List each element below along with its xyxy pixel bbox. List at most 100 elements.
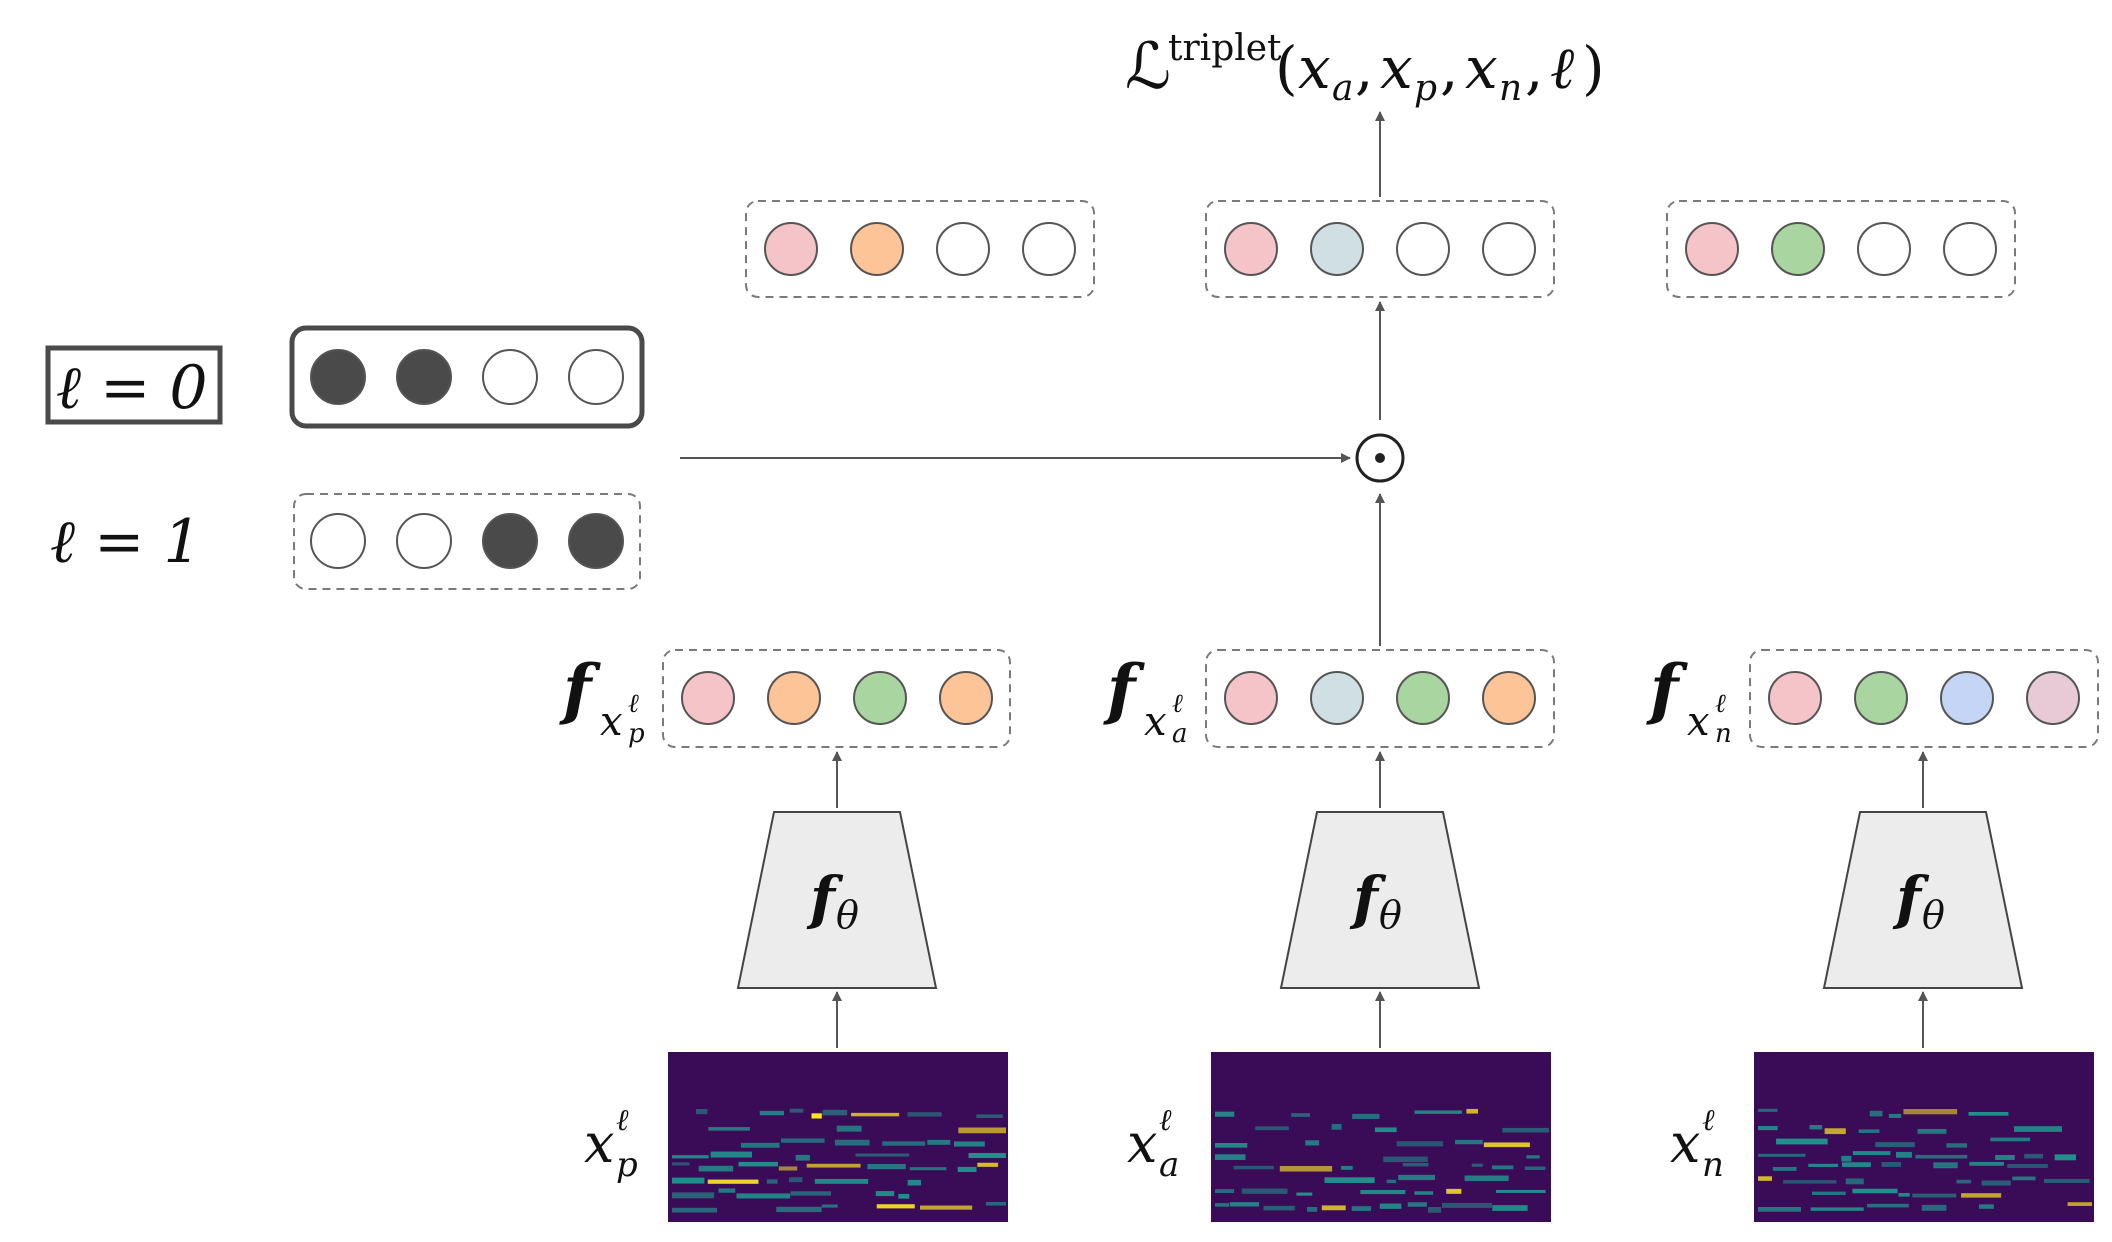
spectrogram-positive-band-19 bbox=[795, 1154, 810, 1161]
operator-dot bbox=[1375, 453, 1385, 463]
mask-vector-l1 bbox=[293, 493, 641, 590]
spectrogram-anchor-band-10 bbox=[1305, 1140, 1320, 1146]
spectrogram-positive-band-6 bbox=[907, 1112, 942, 1117]
arrows bbox=[680, 111, 1928, 1048]
spectrogram-positive bbox=[668, 1052, 1008, 1222]
spectrogram-negative-band-43 bbox=[1810, 1207, 1864, 1211]
spectrogram-negative-band-15 bbox=[1758, 1153, 1806, 1157]
spectrogram-anchor-band-20 bbox=[1402, 1163, 1429, 1167]
emb-anchor-dot-3 bbox=[1396, 671, 1450, 725]
emb-anchor-dot-2 bbox=[1310, 671, 1364, 725]
emb-pos-f: f bbox=[559, 650, 601, 728]
masked-positive-dot-4 bbox=[1022, 222, 1076, 276]
spectrogram-positive-band-13 bbox=[834, 1139, 870, 1146]
spectrogram-negative-band-2 bbox=[1888, 1113, 1902, 1118]
spectrogram-negative-band-47 bbox=[2067, 1202, 2092, 1206]
input-pos-x: x bbox=[584, 1112, 614, 1175]
condition-l1-text: ℓ = 1 bbox=[50, 507, 202, 577]
masked-anchor-dot-1 bbox=[1224, 222, 1278, 276]
loss-ell: ℓ bbox=[1550, 34, 1574, 102]
spectrogram-positive-band-1 bbox=[759, 1110, 785, 1116]
spectrogram-anchor-band-0 bbox=[1215, 1111, 1235, 1117]
emb-negative-dot-2 bbox=[1854, 671, 1908, 725]
spectrogram-anchor-band-1 bbox=[1291, 1113, 1310, 1117]
spectrogram-anchor-band-28 bbox=[1215, 1189, 1235, 1194]
spectrogram-positive-band-8 bbox=[708, 1127, 750, 1131]
spectrogram-positive-band-48 bbox=[985, 1202, 1006, 1206]
spectrogram-negative-band-5 bbox=[1758, 1126, 1778, 1131]
spectrogram-anchor-band-34 bbox=[1495, 1189, 1546, 1193]
encoder-anchor: f θ bbox=[1279, 811, 1481, 989]
mask-vector-l0 bbox=[289, 325, 645, 429]
spectrogram-negative-band-44 bbox=[1867, 1203, 1909, 1208]
spectrogram-positive-band-34 bbox=[788, 1177, 803, 1183]
spectrogram-negative-band-19 bbox=[1915, 1154, 1968, 1159]
spectrogram-anchor-band-26 bbox=[1398, 1174, 1436, 1181]
masked-embedding-negative bbox=[1666, 200, 2016, 298]
spectrogram-positive-band-46 bbox=[876, 1204, 915, 1209]
encoder-positive-theta: θ bbox=[836, 893, 859, 937]
spectrogram-negative-band-23 bbox=[1772, 1166, 1797, 1171]
mask-l1-dot-1 bbox=[310, 513, 366, 569]
spectrogram-negative bbox=[1754, 1052, 2094, 1222]
spectrogram-negative-band-45 bbox=[1921, 1204, 1947, 1211]
spectrogram-positive-band-31 bbox=[672, 1177, 705, 1184]
spectrogram-anchor-band-2 bbox=[1352, 1113, 1380, 1120]
spectrogram-negative-band-20 bbox=[1995, 1155, 2015, 1160]
spectrogram-positive-band-3 bbox=[811, 1113, 822, 1119]
encoder-anchor-shape bbox=[1279, 811, 1481, 989]
spectrogram-negative-band-37 bbox=[1812, 1191, 1846, 1196]
spectrogram-positive-band-18 bbox=[710, 1151, 753, 1158]
spectrogram-negative-band-22 bbox=[2054, 1154, 2076, 1161]
spectrogram-positive-band-24 bbox=[738, 1161, 778, 1167]
loss-open-paren: ( bbox=[1275, 34, 1298, 102]
masked-positive-dot-1 bbox=[764, 222, 818, 276]
spectrogram-positive-band-0 bbox=[695, 1109, 708, 1115]
emb-negative-dot-3 bbox=[1940, 671, 1994, 725]
emb-positive-dot-3 bbox=[853, 671, 907, 725]
spectrogram-anchor-band-8 bbox=[1502, 1127, 1549, 1133]
spectrogram-positive-band-23 bbox=[698, 1165, 734, 1172]
emb-anc-f: f bbox=[1103, 650, 1145, 728]
encoder-positive: f θ bbox=[736, 811, 938, 989]
spectrogram-positive-band-36 bbox=[907, 1179, 922, 1186]
spectrogram-anchor-band-39 bbox=[1321, 1205, 1346, 1211]
input-pos-ell: ℓ bbox=[616, 1103, 629, 1138]
spectrogram-positive-band-15 bbox=[927, 1139, 951, 1145]
spectrogram-positive-band-29 bbox=[957, 1166, 977, 1172]
input-pos-p: p bbox=[616, 1145, 638, 1185]
spectrogram-anchor-band-36 bbox=[1229, 1202, 1260, 1207]
spectrogram-negative-band-30 bbox=[1758, 1176, 1773, 1181]
spectrogram-negative-band-27 bbox=[1933, 1162, 1958, 1169]
spectrogram-negative-band-46 bbox=[1978, 1204, 1994, 1209]
masked-negative-dot-1 bbox=[1685, 222, 1739, 276]
spectrogram-anchor-band-15 bbox=[1383, 1156, 1428, 1163]
emb-negative-dot-4 bbox=[2026, 671, 2080, 725]
loss-x-p: x bbox=[1380, 34, 1413, 102]
spectrogram-anchor-band-13 bbox=[1483, 1142, 1530, 1148]
masked-anchor-dot-2 bbox=[1310, 222, 1364, 276]
spectrogram-negative-band-35 bbox=[2012, 1176, 2036, 1181]
spectrogram-positive-band-39 bbox=[736, 1193, 791, 1199]
loss-comma-3: , bbox=[1525, 34, 1543, 102]
spectrogram-anchor-band-37 bbox=[1263, 1205, 1295, 1211]
encoder-anchor-theta: θ bbox=[1379, 893, 1402, 937]
spectrogram-positive-band-27 bbox=[867, 1163, 906, 1170]
spectrogram-anchor-band-12 bbox=[1455, 1139, 1483, 1145]
embedding-negative-frame bbox=[1749, 649, 2099, 748]
loss-comma-2: , bbox=[1440, 34, 1458, 102]
embedding-label-positive: f x ℓ p bbox=[559, 650, 645, 749]
spectrogram-negative-band-42 bbox=[1758, 1207, 1802, 1212]
emb-pos-x: x bbox=[600, 699, 623, 745]
spectrogram-anchor-band-27 bbox=[1464, 1175, 1509, 1182]
spectrogram-negative-band-33 bbox=[1956, 1179, 1972, 1184]
spectrogram-negative-band-9 bbox=[1917, 1128, 1947, 1134]
spectrogram-negative-band-3 bbox=[1903, 1109, 1958, 1115]
spectrogram-positive-band-37 bbox=[672, 1192, 715, 1199]
spectrogram-anchor bbox=[1211, 1052, 1551, 1222]
loss-sub-p: p bbox=[1414, 68, 1437, 109]
encoder-negative: f θ bbox=[1822, 811, 2024, 989]
emb-positive-dot-2 bbox=[767, 671, 821, 725]
emb-anc-ell: ℓ bbox=[1172, 689, 1183, 719]
